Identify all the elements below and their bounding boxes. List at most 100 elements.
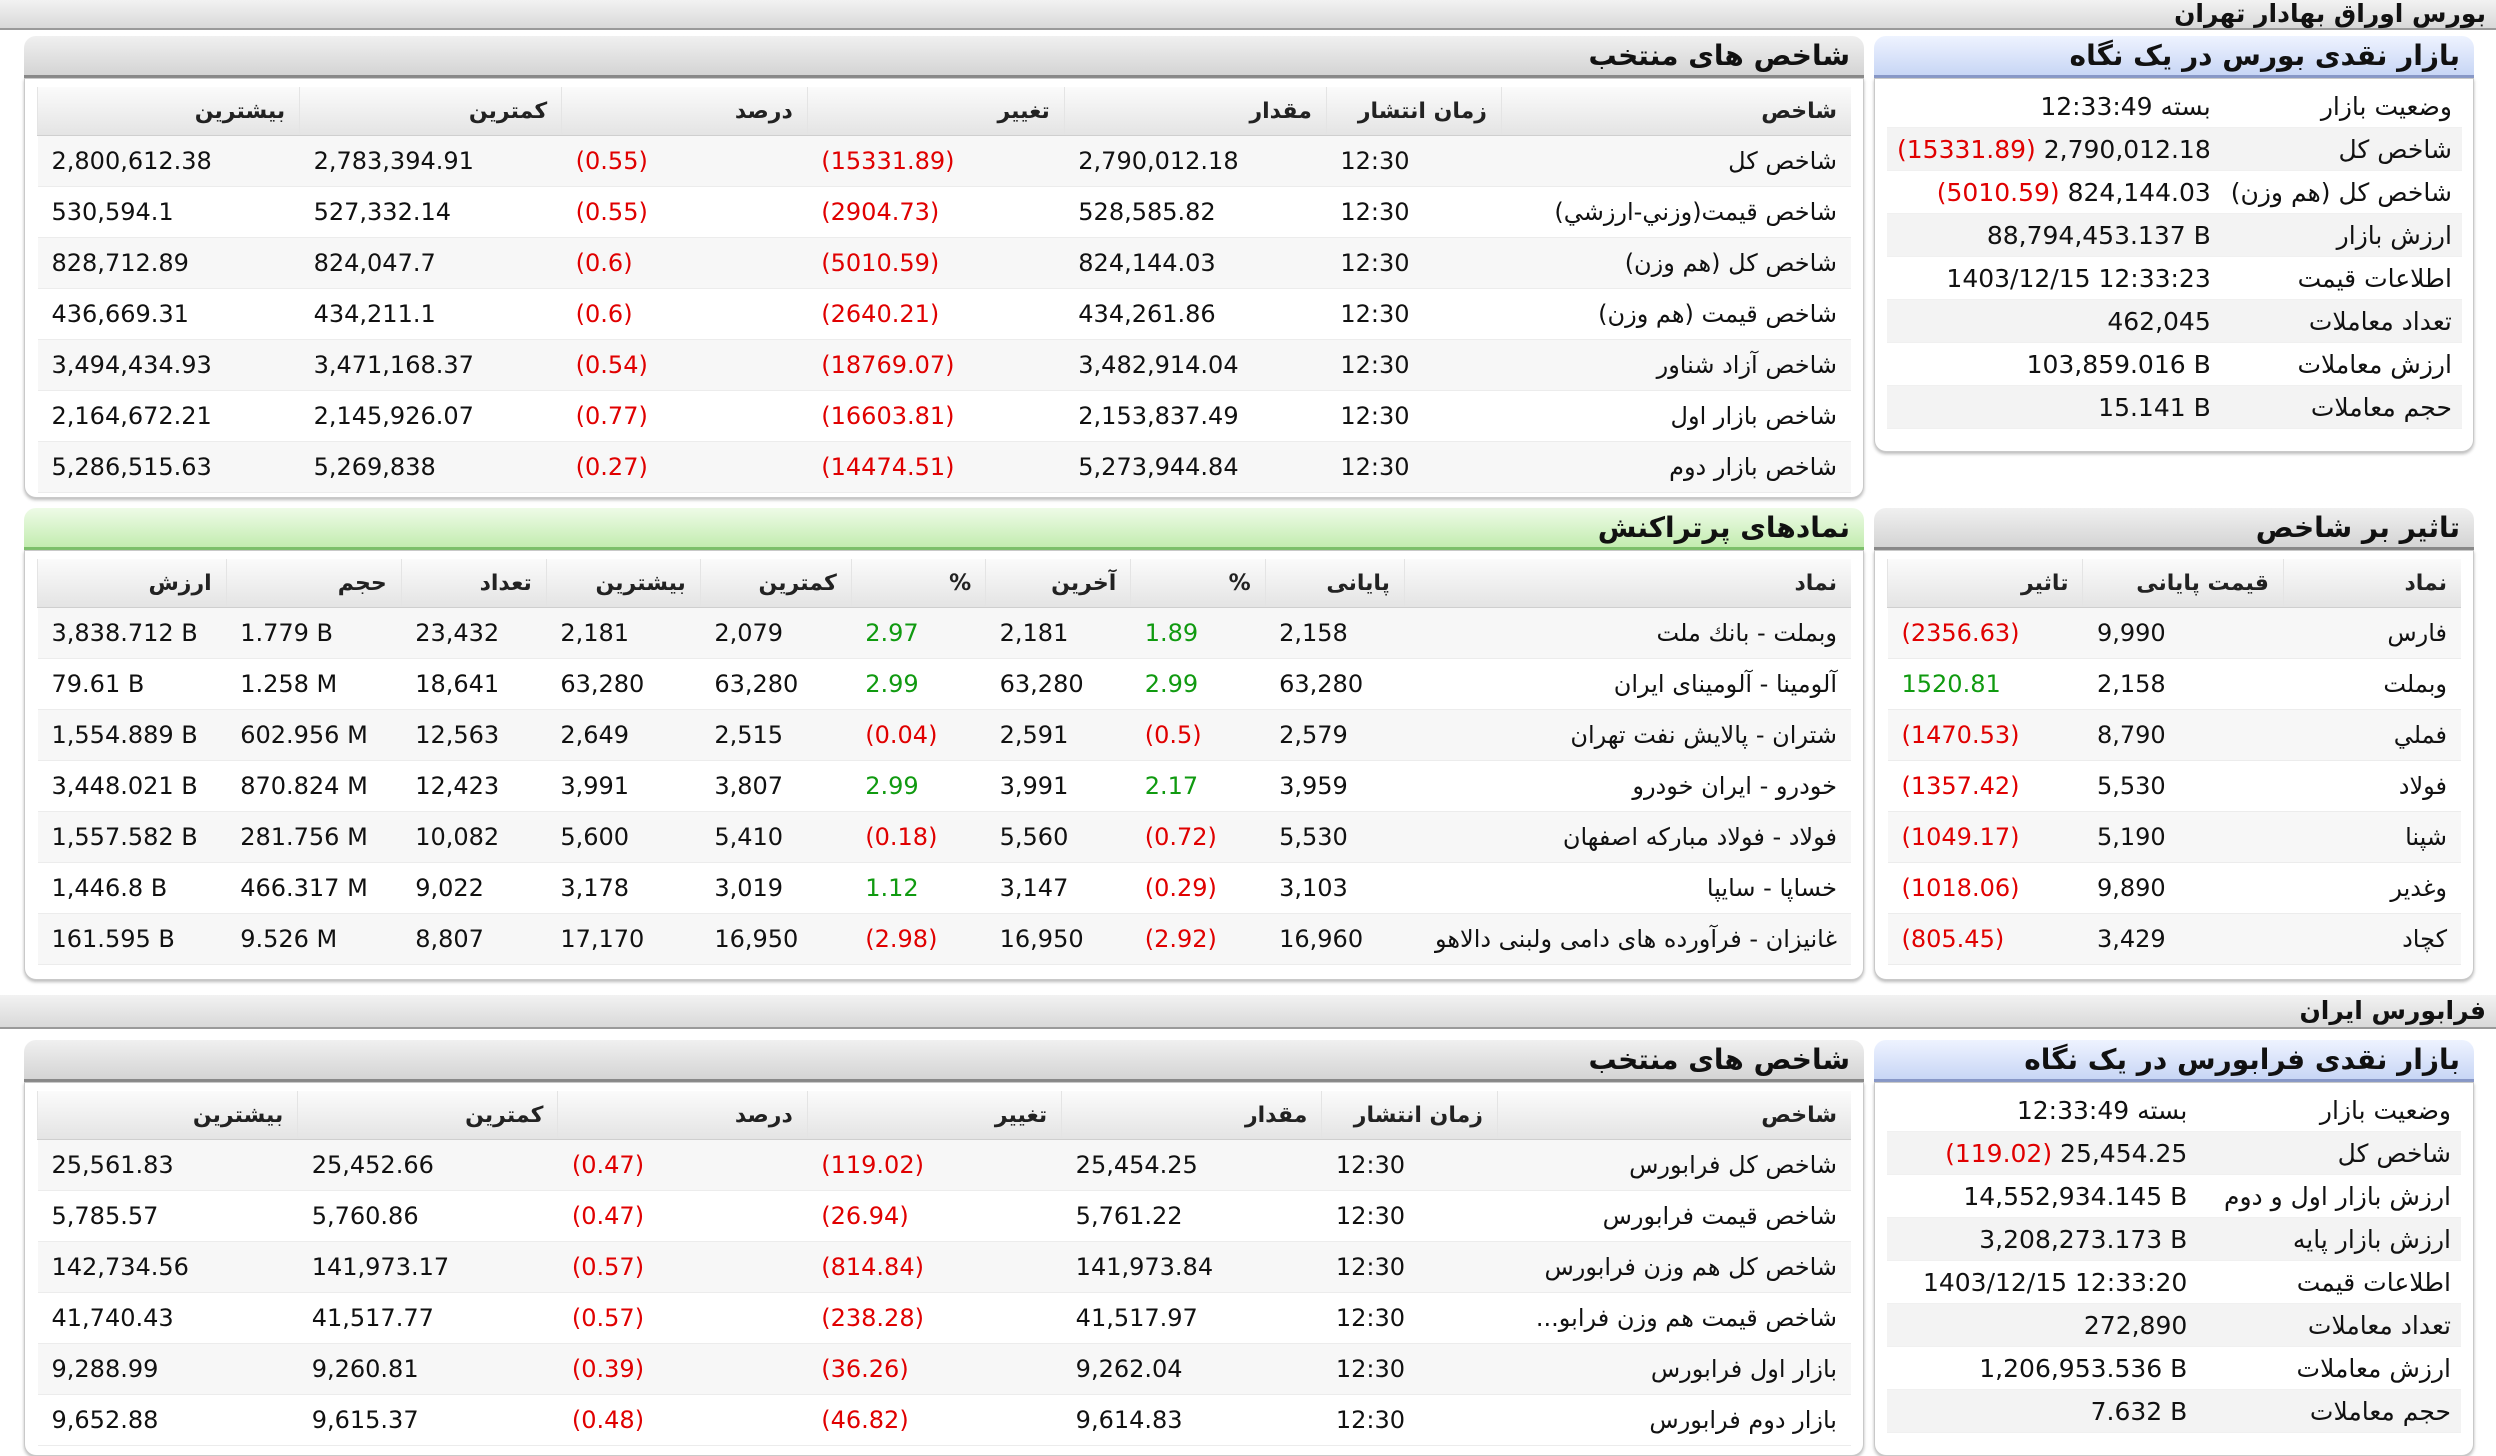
column-header[interactable]: شاخص (1496, 1091, 1851, 1140)
table-row[interactable]: شاخص قيمت(وزني-ارزشي) 12:30 528,585.82 (290… (37, 186, 1851, 238)
column-header[interactable]: درصد (561, 87, 808, 136)
row-name-cell[interactable]: خودرو - ايران خودرو (1404, 760, 1851, 812)
column-header[interactable]: کمترین (297, 1091, 558, 1140)
table-row[interactable]: شاخص کل 12:30 2,790,012.18 (15331.89) (0.55)… (37, 135, 1851, 187)
value-cell: 12:30 (1321, 1241, 1498, 1293)
row-name-cell[interactable]: غانيزان - فرآورده های دامی ولبنی دالاهو (1404, 913, 1851, 965)
row-name-cell[interactable]: شاخص قيمت(وزني-ارزشي) (1501, 186, 1851, 238)
table-row[interactable]: شاخص کل هم وزن فرابورس 12:30 141,973.84 (81… (37, 1241, 1851, 1293)
info-value: 15.141 B (2098, 392, 2211, 422)
row-name-cell[interactable]: شاخص قیمت هم وزن فرابو... (1497, 1292, 1851, 1344)
column-header[interactable]: مقدار (1061, 1091, 1322, 1140)
value-cell: 12:30 (1326, 390, 1502, 442)
value-cell: (0.77) (561, 390, 808, 442)
table-row[interactable]: وبملت - بانك ملت 2,158 1.89 2,181 2.97 2,079 2… (37, 607, 1851, 659)
tse-active-symbols-table: نماد پایانی% آخرین% کمترین بیشترین تعداد حجم ار… (37, 559, 1851, 965)
value-cell: 12,563 (401, 709, 547, 761)
table-row[interactable]: آلومينا - آلومينای ايران 63,280 2.99 63,280… (37, 658, 1851, 710)
table-row[interactable]: خودرو - ايران خودرو 3,959 2.17 3,991 2.99 3,8… (37, 760, 1851, 812)
column-header[interactable]: پایانی (1264, 559, 1405, 608)
row-name-cell[interactable]: وبملت - بانك ملت (1404, 607, 1851, 659)
value-cell: 2.97 (851, 607, 986, 659)
column-header[interactable]: حجم (225, 559, 402, 608)
column-header[interactable]: کمترین (699, 559, 852, 608)
column-header[interactable]: % (850, 559, 986, 608)
info-label: تعداد معاملات (2220, 299, 2462, 343)
row-name-cell[interactable]: فملي (2283, 709, 2461, 761)
table-row[interactable]: شپنا 5,190 (1049.17) (1887, 811, 2461, 863)
column-header[interactable]: شاخص (1500, 87, 1851, 136)
row-name-cell[interactable]: آلومينا - آلومينای ايران (1404, 658, 1851, 710)
row-name-cell[interactable]: شاخص قیمت (هم وزن) (1501, 288, 1851, 340)
table-row[interactable]: وبملت 2,158 1520.81 (1887, 658, 2461, 710)
row-name-cell[interactable]: شپنا (2283, 811, 2461, 863)
table-row[interactable]: شاخص کل (هم وزن) 12:30 824,144.03 (5010.59)… (37, 237, 1851, 289)
row-name-cell[interactable]: شاخص بازار اول (1501, 390, 1851, 442)
value-cell: 5,785.57 (37, 1190, 298, 1242)
column-header[interactable]: کمترین (299, 87, 562, 136)
row-name-cell[interactable]: كچاد (2283, 913, 2461, 965)
column-header[interactable]: تعداد (400, 559, 547, 608)
column-header[interactable]: مقدار (1063, 87, 1327, 136)
row-name-cell[interactable]: شاخص کل فرابورس (1497, 1139, 1851, 1191)
row-name-cell[interactable]: فارس (2283, 607, 2461, 659)
row-name-cell[interactable]: وغدير (2283, 862, 2461, 914)
table-row[interactable]: شتران - پالايش نفت تهران 2,579 (0.5) 2,591(… (37, 709, 1851, 761)
row-name-cell[interactable]: شاخص کل (1501, 135, 1851, 187)
column-header[interactable]: نماد (1403, 559, 1851, 608)
column-header[interactable]: ارزش (37, 559, 227, 608)
column-header[interactable]: تغییر (806, 1091, 1062, 1140)
value-cell: 5,760.86 (297, 1190, 558, 1242)
row-name-cell[interactable]: وبملت (2283, 658, 2461, 710)
table-row[interactable]: خساپا - سايپا 3,103 (0.29) 3,147 1.12 3,019 3,… (37, 862, 1851, 914)
table-row[interactable]: فولاد 5,530 (1357.42) (1887, 760, 2461, 812)
row-name-cell[interactable]: فولاد - فولاد مباركه اصفهان (1404, 811, 1851, 863)
row-name-cell[interactable]: شتران - پالايش نفت تهران (1404, 709, 1851, 761)
column-header[interactable]: قیمت پایانی (2082, 559, 2284, 608)
column-header[interactable]: آخرین (985, 559, 1131, 608)
row-name-cell[interactable]: بازار دوم فرابورس (1497, 1394, 1851, 1446)
table-row[interactable]: وغدير 9,890 (1018.06) (1887, 862, 2461, 914)
column-header[interactable]: % (1130, 559, 1266, 608)
table-row[interactable]: كچاد 3,429 (805.45) (1887, 913, 2461, 965)
value-cell: 2.17 (1130, 760, 1266, 812)
table-row[interactable]: فارس 9,990 (2356.63) (1887, 607, 2461, 659)
column-header[interactable]: نماد (2282, 559, 2461, 608)
row-name-cell[interactable]: شاخص آزاد شناور (1501, 339, 1851, 391)
table-row[interactable]: شاخص قیمت (هم وزن) 12:30 434,261.86 (2640.2… (37, 288, 1851, 340)
table-row[interactable]: شاخص کل فرابورس 12:30 25,454.25 (119.02) (0.… (37, 1139, 1851, 1191)
row-name-cell[interactable]: خساپا - سايپا (1404, 862, 1851, 914)
column-header[interactable]: بیشترین (36, 87, 300, 136)
column-header[interactable]: زمان انتشار (1321, 1091, 1498, 1140)
value-cell: (0.39) (557, 1343, 808, 1395)
row-name-cell[interactable]: شاخص کل (هم وزن) (1501, 237, 1851, 289)
table-row[interactable]: فولاد - فولاد مباركه اصفهان 5,530 (0.72) 5,… (37, 811, 1851, 863)
table-row[interactable]: بازار اول فرابورس 12:30 9,262.04 (36.26) (0.… (37, 1343, 1851, 1395)
value-cell: 63,280 (1265, 658, 1405, 710)
ifb-glance-panel: وضعیت بازار بسته 12:33:49 شاخص کل (119.02) … (1874, 1082, 2474, 1456)
column-header[interactable]: درصد (557, 1091, 808, 1140)
row-name-cell[interactable]: شاخص کل هم وزن فرابورس (1497, 1241, 1851, 1293)
table-row[interactable]: بازار دوم فرابورس 12:30 9,614.83 (46.82) (0.… (37, 1394, 1851, 1446)
table-row[interactable]: شاخص آزاد شناور 12:30 3,482,914.04 (18769.0… (37, 339, 1851, 391)
value-cell: (1470.53) (1887, 709, 2083, 761)
table-row[interactable]: شاخص بازار دوم 12:30 5,273,944.84 (14474.51… (37, 441, 1851, 493)
row-name-cell[interactable]: فولاد (2283, 760, 2461, 812)
info-value-cell: (5010.59) 824,144.03 (1887, 170, 2221, 214)
row-name-cell[interactable]: شاخص بازار دوم (1501, 441, 1851, 493)
column-header[interactable]: زمان انتشار (1325, 87, 1502, 136)
table-row[interactable]: شاخص قیمت فرابورس 12:30 5,761.22 (26.94) (0.… (37, 1190, 1851, 1242)
value-cell: 1.779 B (226, 607, 402, 659)
table-row[interactable]: شاخص بازار اول 12:30 2,153,837.49 (16603.81… (37, 390, 1851, 442)
row-name-cell[interactable]: شاخص قیمت فرابورس (1497, 1190, 1851, 1242)
info-value: بسته 12:33:49 (2040, 91, 2211, 121)
table-row[interactable]: غانيزان - فرآورده های دامی ولبنی دالاهو 1… (37, 913, 1851, 965)
column-header[interactable]: تغییر (806, 87, 1065, 136)
tse-impact-table: نماد قیمت پایانی تاثیر فارس 9,990 (2356.63) وب… (1886, 559, 2461, 965)
table-row[interactable]: شاخص قیمت هم وزن فرابو... 12:30 41,517.97(… (37, 1292, 1851, 1344)
table-row[interactable]: فملي 8,790 (1470.53) (1887, 709, 2461, 761)
column-header[interactable]: بیشترین (36, 1091, 298, 1140)
column-header[interactable]: تاثیر (1886, 559, 2083, 608)
row-name-cell[interactable]: بازار اول فرابورس (1497, 1343, 1851, 1395)
column-header[interactable]: بیشترین (545, 559, 701, 608)
